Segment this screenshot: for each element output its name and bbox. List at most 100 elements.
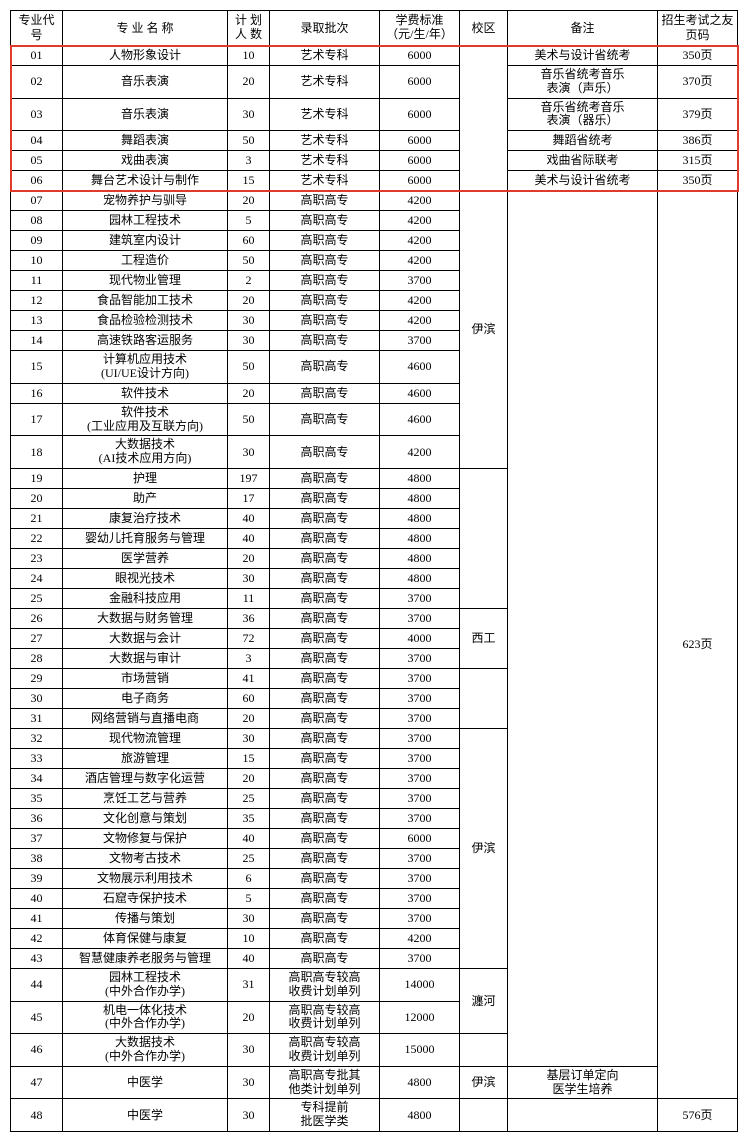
table-row: 48中医学30专科提前批医学类4800576页 bbox=[11, 1099, 738, 1132]
cell-batch: 高职高专 bbox=[270, 908, 380, 928]
cell-plan: 50 bbox=[228, 131, 270, 151]
cell-name: 大数据与会计 bbox=[63, 628, 228, 648]
cell-name: 大数据技术(中外合作办学) bbox=[63, 1034, 228, 1067]
cell-campus bbox=[460, 468, 508, 608]
cell-batch: 高职高专 bbox=[270, 528, 380, 548]
cell-batch: 艺术专科 bbox=[270, 98, 380, 131]
cell-code: 03 bbox=[11, 98, 63, 131]
cell-code: 24 bbox=[11, 568, 63, 588]
cell-plan: 5 bbox=[228, 211, 270, 231]
cell-batch: 高职高专 bbox=[270, 868, 380, 888]
cell-batch: 高职高专 bbox=[270, 331, 380, 351]
cell-fee: 4200 bbox=[380, 436, 460, 469]
cell-name: 人物形象设计 bbox=[63, 46, 228, 66]
cell-code: 23 bbox=[11, 548, 63, 568]
cell-plan: 72 bbox=[228, 628, 270, 648]
cell-name: 工程造价 bbox=[63, 251, 228, 271]
cell-page: 350页 bbox=[658, 171, 738, 191]
cell-fee: 3700 bbox=[380, 728, 460, 748]
cell-batch: 高职高专 bbox=[270, 608, 380, 628]
cell-fee: 3700 bbox=[380, 608, 460, 628]
cell-note: 基层订单定向医学生培养 bbox=[508, 1066, 658, 1099]
table-row: 05戏曲表演3艺术专科6000戏曲省际联考315页 bbox=[11, 151, 738, 171]
cell-name: 康复治疗技术 bbox=[63, 508, 228, 528]
cell-batch: 高职高专 bbox=[270, 588, 380, 608]
cell-batch: 专科提前批医学类 bbox=[270, 1099, 380, 1132]
cell-name: 现代物流管理 bbox=[63, 728, 228, 748]
cell-batch: 高职高专 bbox=[270, 788, 380, 808]
cell-plan: 15 bbox=[228, 171, 270, 191]
cell-fee: 6000 bbox=[380, 98, 460, 131]
cell-code: 08 bbox=[11, 211, 63, 231]
cell-name: 网络营销与直播电商 bbox=[63, 708, 228, 728]
cell-batch: 艺术专科 bbox=[270, 171, 380, 191]
cell-code: 29 bbox=[11, 668, 63, 688]
cell-name: 园林工程技术(中外合作办学) bbox=[63, 968, 228, 1001]
cell-plan: 10 bbox=[228, 46, 270, 66]
cell-batch: 高职高专 bbox=[270, 211, 380, 231]
cell-plan: 40 bbox=[228, 828, 270, 848]
cell-plan: 40 bbox=[228, 528, 270, 548]
cell-batch: 高职高专 bbox=[270, 351, 380, 384]
cell-code: 07 bbox=[11, 191, 63, 211]
cell-code: 31 bbox=[11, 708, 63, 728]
cell-fee: 4200 bbox=[380, 291, 460, 311]
cell-fee: 3700 bbox=[380, 668, 460, 688]
cell-fee: 3700 bbox=[380, 688, 460, 708]
cell-batch: 高职高专 bbox=[270, 548, 380, 568]
cell-name: 食品智能加工技术 bbox=[63, 291, 228, 311]
cell-name: 石窟寺保护技术 bbox=[63, 888, 228, 908]
cell-fee: 4200 bbox=[380, 251, 460, 271]
cell-plan: 20 bbox=[228, 291, 270, 311]
table-body: 01人物形象设计10艺术专科6000美术与设计省统考350页02音乐表演20艺术… bbox=[11, 46, 738, 1132]
cell-plan: 40 bbox=[228, 948, 270, 968]
cell-note: 舞蹈省统考 bbox=[508, 131, 658, 151]
cell-code: 27 bbox=[11, 628, 63, 648]
cell-batch: 艺术专科 bbox=[270, 66, 380, 99]
cell-name: 旅游管理 bbox=[63, 748, 228, 768]
cell-batch: 高职高专 bbox=[270, 311, 380, 331]
cell-campus: 西工 bbox=[460, 608, 508, 668]
cell-code: 11 bbox=[11, 271, 63, 291]
cell-fee: 3700 bbox=[380, 888, 460, 908]
cell-code: 04 bbox=[11, 131, 63, 151]
cell-name: 智慧健康养老服务与管理 bbox=[63, 948, 228, 968]
cell-plan: 197 bbox=[228, 468, 270, 488]
cell-batch: 艺术专科 bbox=[270, 151, 380, 171]
cell-page: 350页 bbox=[658, 46, 738, 66]
cell-name: 传播与策划 bbox=[63, 908, 228, 928]
cell-campus bbox=[460, 46, 508, 191]
hdr-code: 专业代号 bbox=[11, 11, 63, 46]
cell-code: 01 bbox=[11, 46, 63, 66]
cell-plan: 41 bbox=[228, 668, 270, 688]
cell-batch: 高职高专 bbox=[270, 888, 380, 908]
cell-plan: 31 bbox=[228, 968, 270, 1001]
cell-campus bbox=[460, 1034, 508, 1067]
cell-plan: 50 bbox=[228, 251, 270, 271]
cell-code: 05 bbox=[11, 151, 63, 171]
cell-name: 软件技术(工业应用及互联方向) bbox=[63, 403, 228, 436]
cell-code: 45 bbox=[11, 1001, 63, 1034]
cell-name: 计算机应用技术(UI/UE设计方向) bbox=[63, 351, 228, 384]
cell-campus: 瀍河 bbox=[460, 968, 508, 1033]
hdr-name: 专 业 名 称 bbox=[63, 11, 228, 46]
cell-code: 10 bbox=[11, 251, 63, 271]
cell-batch: 高职高专 bbox=[270, 468, 380, 488]
cell-name: 烹饪工艺与营养 bbox=[63, 788, 228, 808]
cell-batch: 艺术专科 bbox=[270, 131, 380, 151]
cell-plan: 50 bbox=[228, 351, 270, 384]
cell-note bbox=[508, 1099, 658, 1132]
cell-name: 中医学 bbox=[63, 1099, 228, 1132]
cell-fee: 6000 bbox=[380, 151, 460, 171]
cell-name: 舞蹈表演 bbox=[63, 131, 228, 151]
hdr-note: 备注 bbox=[508, 11, 658, 46]
cell-batch: 高职高专 bbox=[270, 383, 380, 403]
cell-fee: 3700 bbox=[380, 331, 460, 351]
cell-batch: 高职高专 bbox=[270, 708, 380, 728]
cell-fee: 3700 bbox=[380, 848, 460, 868]
table-row: 02音乐表演20艺术专科6000音乐省统考音乐表演（声乐）370页 bbox=[11, 66, 738, 99]
cell-note: 美术与设计省统考 bbox=[508, 171, 658, 191]
cell-fee: 14000 bbox=[380, 968, 460, 1001]
cell-batch: 高职高专 bbox=[270, 231, 380, 251]
cell-name: 文物展示利用技术 bbox=[63, 868, 228, 888]
